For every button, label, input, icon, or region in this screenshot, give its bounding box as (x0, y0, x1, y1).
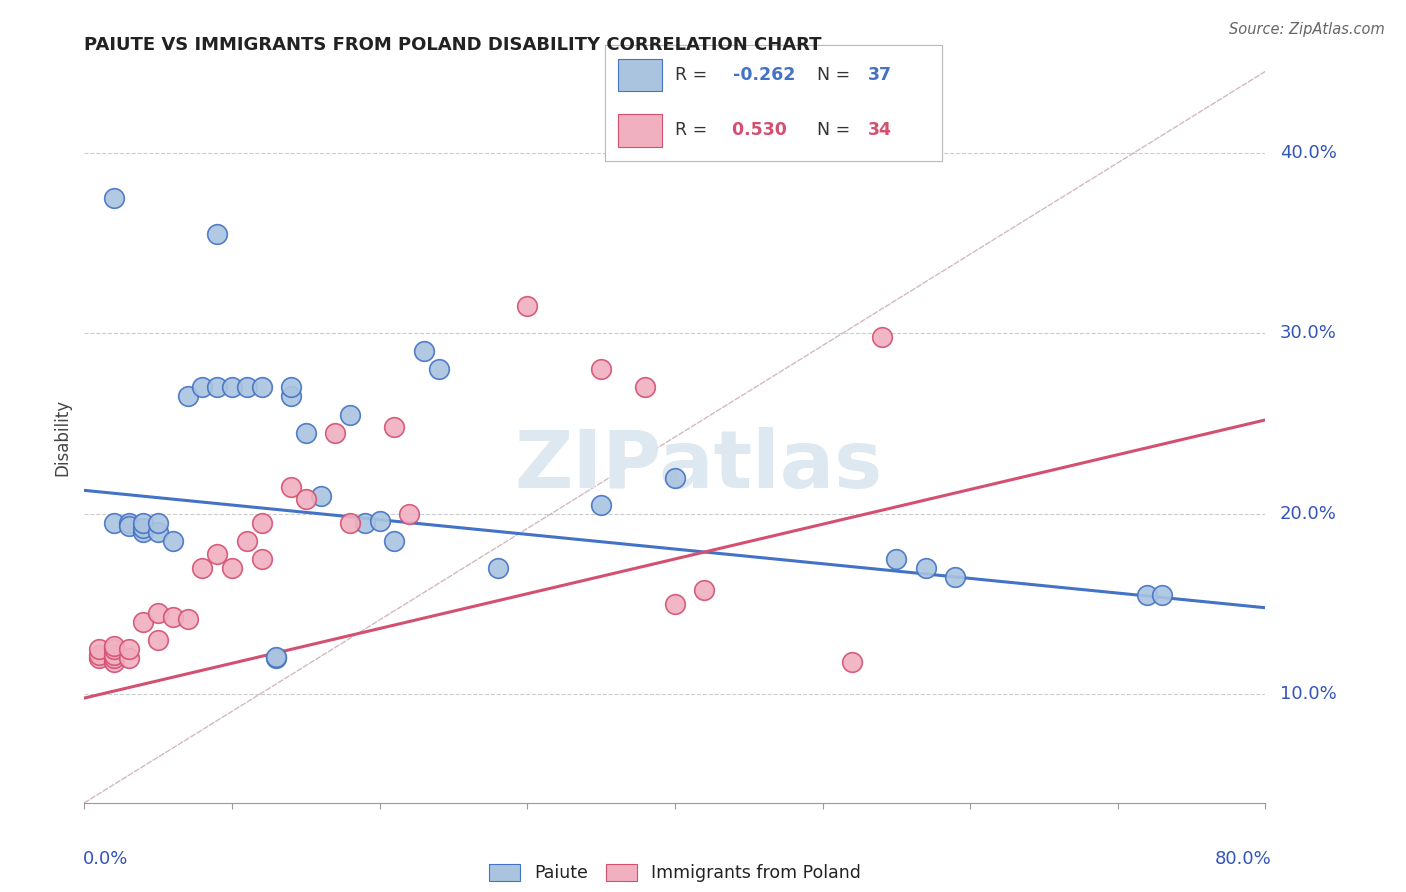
Point (634, 380, 657, 394)
Point (280, 389, 302, 403)
Point (235, 533, 259, 548)
Point (339, 408, 361, 422)
Point (177, 611, 200, 625)
Point (162, 609, 184, 624)
Point (250, 380, 273, 394)
Point (235, 380, 259, 394)
Point (132, 521, 155, 535)
Text: 30.0%: 30.0% (1279, 324, 1337, 343)
FancyBboxPatch shape (619, 59, 662, 91)
Text: 20.0%: 20.0% (1279, 505, 1337, 523)
Point (148, 606, 170, 620)
Point (354, 516, 377, 530)
FancyBboxPatch shape (605, 45, 942, 161)
Point (148, 516, 170, 530)
Point (87, 648, 111, 662)
Point (323, 425, 347, 440)
Point (841, 655, 863, 669)
Point (87, 642, 111, 657)
Text: 0.530: 0.530 (725, 121, 787, 139)
Point (591, 498, 613, 512)
Point (264, 649, 288, 664)
Point (309, 489, 332, 503)
Text: 40.0%: 40.0% (1279, 144, 1337, 161)
Point (177, 389, 200, 403)
Point (339, 516, 361, 530)
Point (250, 516, 273, 530)
Text: PAIUTE VS IMMIGRANTS FROM POLAND DISABILITY CORRELATION CHART: PAIUTE VS IMMIGRANTS FROM POLAND DISABIL… (84, 36, 823, 54)
Point (118, 642, 141, 657)
Point (398, 507, 420, 521)
Point (191, 561, 214, 575)
Point (368, 514, 391, 528)
Point (118, 651, 141, 665)
Text: R =: R = (675, 66, 713, 84)
Text: R =: R = (675, 121, 713, 139)
Point (191, 380, 214, 394)
Point (486, 561, 509, 575)
Point (427, 362, 450, 376)
Y-axis label: Disability: Disability (53, 399, 72, 475)
Text: 37: 37 (868, 66, 891, 84)
Point (280, 380, 302, 394)
Point (205, 227, 228, 241)
Point (1136, 588, 1159, 602)
Point (118, 519, 141, 533)
Text: ZIPatlas: ZIPatlas (515, 427, 883, 506)
Point (264, 651, 288, 665)
Point (295, 492, 318, 507)
Point (103, 651, 125, 665)
Text: -0.262: -0.262 (733, 66, 796, 84)
Point (103, 639, 125, 653)
Point (103, 655, 125, 669)
Point (132, 516, 155, 530)
Point (945, 570, 967, 584)
Point (295, 425, 318, 440)
Point (382, 420, 406, 434)
Point (664, 471, 686, 485)
Text: N =: N = (817, 121, 856, 139)
Point (413, 344, 436, 359)
Point (205, 547, 228, 561)
FancyBboxPatch shape (619, 114, 662, 146)
Point (664, 597, 686, 611)
Point (914, 561, 936, 575)
Point (132, 615, 155, 630)
Legend: Paiute, Immigrants from Poland: Paiute, Immigrants from Poland (482, 857, 868, 889)
Point (103, 642, 125, 657)
Point (886, 552, 908, 566)
Point (103, 191, 125, 205)
Point (205, 380, 228, 394)
Point (148, 633, 170, 648)
Point (87, 651, 111, 665)
Point (221, 561, 243, 575)
Point (280, 480, 302, 494)
Point (1150, 588, 1173, 602)
Point (103, 516, 125, 530)
Point (591, 362, 613, 376)
Point (516, 299, 538, 313)
Point (250, 552, 273, 566)
Point (693, 582, 716, 597)
Point (148, 524, 170, 539)
Point (382, 533, 406, 548)
Point (132, 524, 155, 539)
Point (162, 533, 184, 548)
Text: 80.0%: 80.0% (1215, 850, 1271, 868)
Text: 0.0%: 0.0% (83, 850, 128, 868)
Point (103, 648, 125, 662)
Text: 10.0%: 10.0% (1279, 685, 1336, 704)
Text: N =: N = (817, 66, 856, 84)
Text: Source: ZipAtlas.com: Source: ZipAtlas.com (1229, 22, 1385, 37)
Point (221, 380, 243, 394)
Point (870, 330, 893, 344)
Text: 34: 34 (868, 121, 891, 139)
Point (118, 516, 141, 530)
